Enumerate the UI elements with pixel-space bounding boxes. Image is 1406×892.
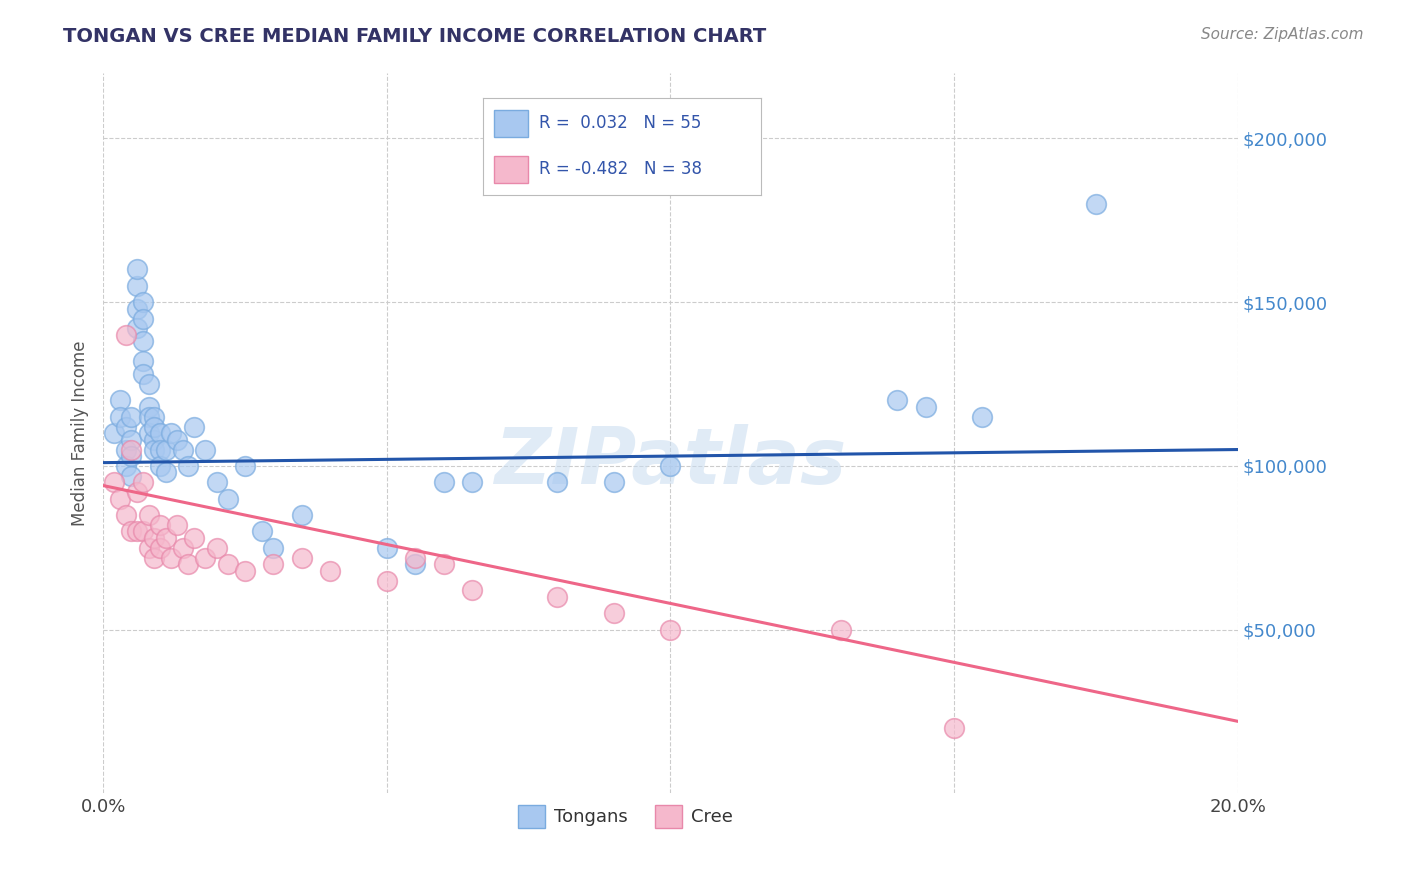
Point	[121, 442, 143, 457]
Point	[177, 557, 200, 571]
Legend: Tongans, Cree: Tongans, Cree	[510, 798, 740, 835]
Point	[121, 449, 143, 463]
Point	[108, 491, 131, 506]
Point	[138, 426, 160, 441]
Point	[830, 623, 852, 637]
Point	[155, 531, 177, 545]
Point	[461, 475, 484, 490]
Point	[1084, 197, 1107, 211]
Point	[103, 475, 125, 490]
Point	[103, 426, 125, 441]
Point	[138, 409, 160, 424]
Point	[143, 409, 166, 424]
Point	[205, 475, 228, 490]
Point	[291, 550, 314, 565]
Point	[233, 564, 256, 578]
Point	[127, 321, 149, 335]
Point	[138, 377, 160, 392]
Point	[262, 557, 284, 571]
Point	[217, 557, 239, 571]
Point	[149, 458, 172, 473]
Point	[160, 550, 183, 565]
Point	[127, 278, 149, 293]
Point	[432, 557, 454, 571]
Point	[121, 409, 143, 424]
Point	[121, 524, 143, 539]
Point	[121, 468, 143, 483]
Point	[127, 485, 149, 500]
Point	[155, 466, 177, 480]
Point	[659, 623, 682, 637]
Point	[546, 590, 568, 604]
Point	[138, 508, 160, 522]
Point	[143, 433, 166, 447]
Point	[149, 426, 172, 441]
Point	[602, 607, 624, 621]
Point	[160, 426, 183, 441]
Point	[262, 541, 284, 555]
Point	[194, 442, 217, 457]
Point	[121, 433, 143, 447]
Point	[194, 550, 217, 565]
Point	[138, 400, 160, 414]
Point	[166, 433, 188, 447]
Point	[943, 721, 966, 735]
Text: ZIPatlas: ZIPatlas	[495, 424, 846, 500]
Point	[143, 550, 166, 565]
Point	[375, 574, 398, 588]
Point	[132, 311, 155, 326]
Point	[132, 524, 155, 539]
Point	[114, 419, 136, 434]
Point	[143, 531, 166, 545]
Point	[132, 295, 155, 310]
Point	[432, 475, 454, 490]
Point	[404, 550, 426, 565]
Point	[132, 475, 155, 490]
Point	[108, 393, 131, 408]
Point	[132, 354, 155, 368]
Point	[114, 327, 136, 342]
Point	[183, 419, 205, 434]
Point	[217, 491, 239, 506]
Point	[155, 442, 177, 457]
Point	[291, 508, 314, 522]
Point	[114, 508, 136, 522]
Y-axis label: Median Family Income: Median Family Income	[72, 341, 89, 526]
Point	[546, 475, 568, 490]
Point	[127, 301, 149, 316]
Point	[250, 524, 273, 539]
Point	[132, 334, 155, 349]
Point	[149, 442, 172, 457]
Point	[177, 458, 200, 473]
Point	[143, 442, 166, 457]
Point	[319, 564, 342, 578]
Point	[172, 541, 194, 555]
Point	[127, 262, 149, 277]
Point	[138, 541, 160, 555]
Point	[183, 531, 205, 545]
Point	[114, 458, 136, 473]
Point	[127, 524, 149, 539]
Point	[404, 557, 426, 571]
Point	[108, 409, 131, 424]
Point	[659, 458, 682, 473]
Point	[461, 583, 484, 598]
Point	[205, 541, 228, 555]
Point	[149, 517, 172, 532]
Point	[149, 541, 172, 555]
Point	[132, 368, 155, 382]
Point	[972, 409, 994, 424]
Point	[886, 393, 908, 408]
Point	[375, 541, 398, 555]
Point	[914, 400, 936, 414]
Point	[233, 458, 256, 473]
Point	[143, 419, 166, 434]
Text: Source: ZipAtlas.com: Source: ZipAtlas.com	[1201, 27, 1364, 42]
Point	[172, 442, 194, 457]
Point	[114, 442, 136, 457]
Point	[602, 475, 624, 490]
Text: TONGAN VS CREE MEDIAN FAMILY INCOME CORRELATION CHART: TONGAN VS CREE MEDIAN FAMILY INCOME CORR…	[63, 27, 766, 45]
Point	[166, 517, 188, 532]
